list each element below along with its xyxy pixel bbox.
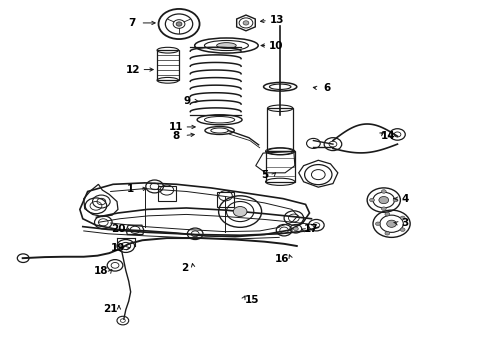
- Text: 18: 18: [94, 266, 109, 276]
- Circle shape: [400, 228, 405, 231]
- Circle shape: [369, 198, 374, 202]
- Text: 4: 4: [402, 194, 409, 204]
- Circle shape: [381, 190, 386, 193]
- Bar: [266, 151, 295, 182]
- Text: 1: 1: [127, 184, 134, 194]
- Text: 17: 17: [304, 225, 319, 234]
- Text: 3: 3: [402, 218, 409, 228]
- Circle shape: [375, 222, 380, 226]
- Text: 13: 13: [270, 15, 284, 26]
- Text: 6: 6: [323, 83, 331, 93]
- Text: 20: 20: [111, 225, 125, 234]
- Text: 21: 21: [103, 304, 118, 314]
- Circle shape: [385, 212, 390, 216]
- Text: 8: 8: [172, 131, 179, 140]
- Text: 7: 7: [128, 18, 135, 28]
- Text: 10: 10: [269, 41, 284, 50]
- Circle shape: [294, 227, 298, 230]
- Text: 14: 14: [380, 131, 395, 140]
- Circle shape: [393, 198, 398, 202]
- Circle shape: [385, 231, 390, 235]
- Circle shape: [400, 216, 405, 220]
- Circle shape: [381, 207, 386, 211]
- Circle shape: [233, 207, 247, 217]
- Bar: [268, 108, 293, 151]
- Text: 19: 19: [111, 243, 125, 253]
- Text: 12: 12: [125, 64, 140, 75]
- Bar: [157, 50, 178, 80]
- Text: 11: 11: [169, 122, 183, 132]
- Ellipse shape: [217, 42, 236, 48]
- Bar: [217, 192, 234, 207]
- Circle shape: [176, 22, 182, 26]
- Text: 16: 16: [275, 254, 290, 264]
- Circle shape: [387, 220, 396, 227]
- Circle shape: [379, 197, 389, 204]
- Text: 5: 5: [261, 170, 268, 180]
- Text: 2: 2: [181, 262, 188, 273]
- Circle shape: [243, 21, 249, 25]
- Bar: [158, 186, 175, 201]
- Text: 9: 9: [184, 96, 191, 106]
- Text: 15: 15: [245, 295, 259, 305]
